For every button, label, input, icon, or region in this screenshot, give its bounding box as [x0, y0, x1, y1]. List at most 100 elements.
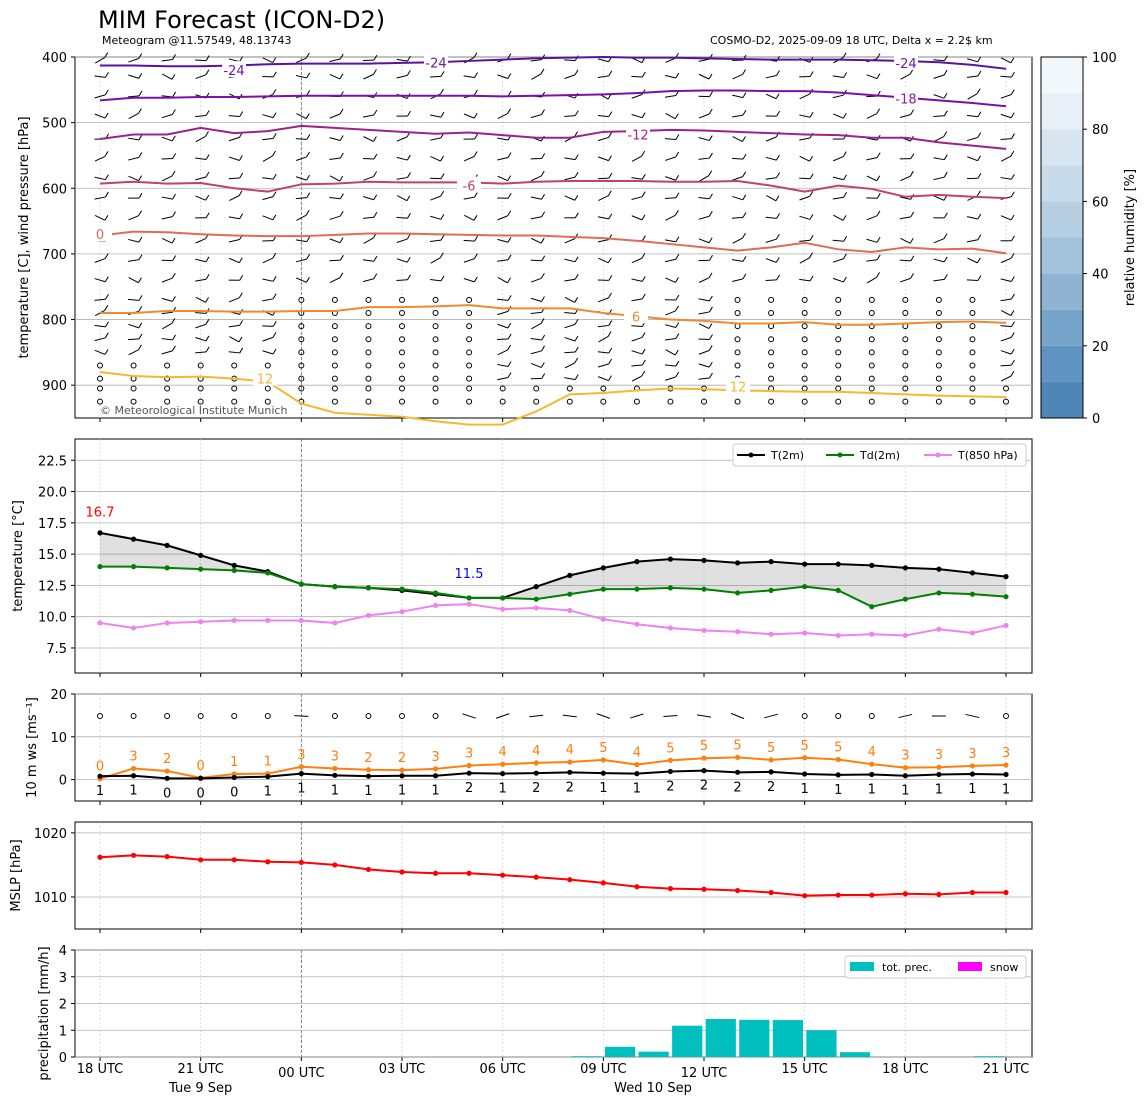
series-point: [533, 605, 539, 611]
isotherm-line: [99, 180, 1007, 200]
speed-label: 1: [901, 784, 909, 799]
wind-barb: [128, 298, 140, 301]
wind-barb: [362, 157, 374, 160]
wind-barb-flag: [776, 70, 780, 76]
wind-barb-flag: [741, 232, 746, 239]
wind-barb: [866, 276, 877, 284]
series-point: [969, 630, 976, 636]
wind-barb-flag: [709, 334, 713, 340]
wind-barb: [698, 311, 710, 315]
wind-barb: [430, 75, 442, 78]
wind-barb-flag: [641, 370, 646, 377]
wind-barb-flag: [473, 52, 478, 58]
wind-barb-flag: [776, 274, 781, 281]
y-tick-label: 3: [59, 971, 67, 986]
series-point: [835, 587, 841, 594]
wind-barb-flag: [641, 214, 646, 221]
series-point: [902, 765, 908, 771]
series-point: [701, 755, 707, 761]
wind-barb-flag: [171, 170, 176, 177]
wind-barb: [933, 115, 945, 117]
wind-barb-flag: [238, 336, 243, 343]
wind-barb-flag: [306, 236, 311, 242]
calm-wind-marker: [399, 385, 405, 392]
wind-barb-flag: [843, 236, 848, 242]
calm-wind-marker: [197, 398, 204, 405]
gust-label: 2: [364, 751, 372, 766]
wind-barb: [698, 58, 710, 62]
series-point: [298, 771, 304, 777]
calm-wind-marker: [969, 398, 976, 405]
wind-barb: [262, 336, 274, 342]
x-tick-label: 12 UTC: [681, 1066, 727, 1081]
wind-barb: [698, 323, 710, 329]
wind-barb: [966, 239, 978, 243]
calm-wind-marker: [734, 336, 741, 343]
wind-barb: [933, 195, 945, 201]
wind-barb-flag: [104, 112, 109, 119]
wind-barb-flag: [171, 74, 176, 80]
calm-wind-marker: [566, 398, 573, 405]
calm-wind-marker: [935, 296, 942, 303]
wind-barb: [195, 59, 207, 62]
speed-label: 1: [1002, 782, 1010, 797]
y-tick-label: 400: [42, 51, 67, 66]
wind-barb-flag: [306, 72, 311, 79]
calm-wind-marker: [97, 398, 103, 405]
wind-barb-flag: [608, 70, 613, 77]
calm-wind-marker: [734, 398, 741, 405]
calm-wind-marker: [466, 398, 473, 405]
calm-wind-marker: [264, 713, 271, 719]
wind-barb-flag: [306, 192, 311, 198]
wind-barb: [866, 113, 877, 119]
wind-barb-flag: [272, 332, 277, 338]
wind-barb-flag: [876, 53, 881, 59]
wind-barb-flag: [205, 194, 210, 201]
wind-barb: [530, 362, 542, 369]
wind-barb: [665, 176, 676, 181]
isotherm-label-bg: [424, 53, 448, 70]
isotherm-label: 6: [632, 310, 640, 325]
wind-barb-flag: [406, 233, 411, 240]
calm-wind-marker: [197, 713, 204, 719]
wind-barb-flag: [708, 272, 713, 279]
wind-barb-flag: [473, 112, 478, 119]
x-tick-label: 21 UTC: [177, 1062, 223, 1077]
series-point: [734, 590, 741, 596]
calm-wind-marker: [130, 398, 137, 405]
legend-marker: [837, 452, 843, 458]
wind-barb: [262, 350, 274, 355]
wind-barb: [631, 75, 643, 78]
wind-barb: [228, 156, 240, 161]
calm-wind-marker: [935, 375, 942, 382]
series-point: [936, 626, 942, 632]
wind-barb: [94, 214, 106, 221]
series-point: [500, 761, 506, 767]
wind-barb-flag: [675, 174, 680, 181]
wind-barb: [128, 137, 140, 141]
wind-barb: [698, 175, 710, 182]
wind-barb: [329, 113, 341, 119]
wind-barb-flag: [910, 211, 915, 218]
wind-barb: [899, 114, 911, 118]
calm-wind-marker: [935, 309, 942, 316]
wind-barb: [495, 713, 510, 719]
isotherm-label-bg: [253, 369, 277, 386]
wind-barb-flag: [407, 213, 411, 219]
wind-barb-flag: [541, 334, 546, 341]
calm-wind-marker: [164, 713, 171, 719]
wind-barb-flag: [540, 318, 545, 324]
series-point: [365, 767, 372, 773]
wind-barb-flag: [876, 254, 881, 261]
calm-wind-marker: [533, 385, 540, 392]
calm-wind-marker: [868, 362, 875, 369]
wind-barb: [497, 349, 508, 356]
wind-barb: [295, 258, 307, 263]
calm-wind-marker: [331, 713, 338, 719]
wind-barb-flag: [776, 110, 781, 117]
wind-barb-flag: [406, 154, 411, 161]
series-point: [1003, 622, 1009, 629]
calm-wind-marker: [399, 349, 405, 356]
gust-label: 3: [129, 749, 137, 764]
calm-wind-marker: [164, 375, 171, 382]
